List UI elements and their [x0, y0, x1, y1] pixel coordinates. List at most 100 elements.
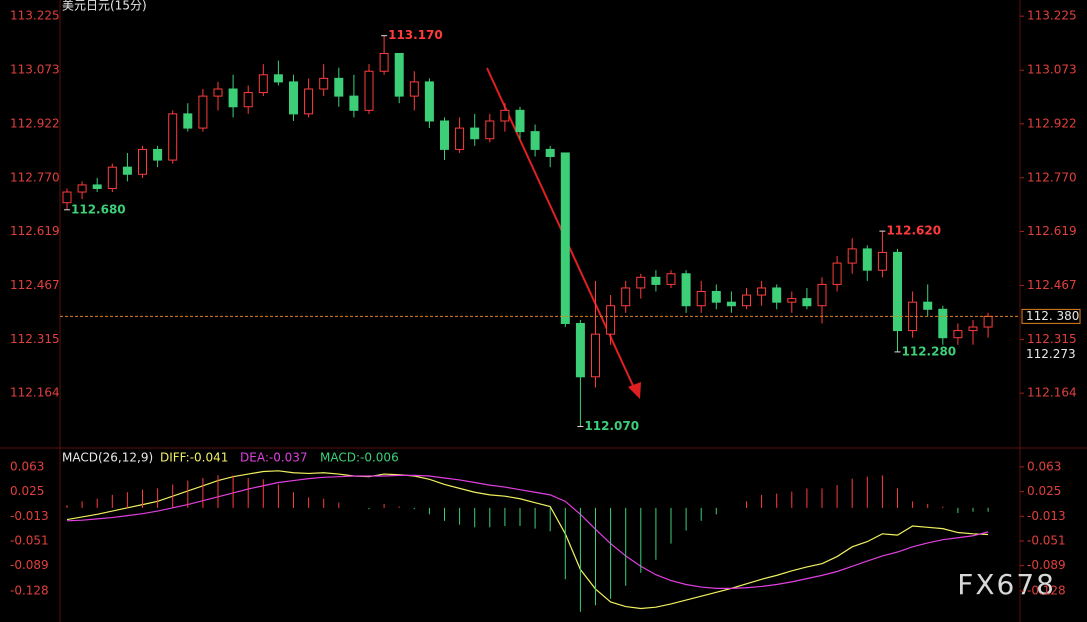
- arrow-head: [628, 382, 641, 399]
- candle-body: [726, 301, 736, 307]
- candle-body: [515, 109, 525, 133]
- candle-body: [62, 191, 72, 204]
- y-tick-label: -0.013: [1027, 509, 1066, 523]
- legend-entry: DIFF:-0.041: [160, 451, 228, 465]
- y-tick-label: -0.089: [1027, 558, 1066, 572]
- candle-body: [334, 77, 344, 97]
- candle-body: [198, 95, 208, 129]
- chart-title: 美元日元(15分): [62, 0, 147, 13]
- y-tick-label: 112.467: [1027, 278, 1077, 292]
- candle-body: [606, 305, 616, 335]
- y-tick-label: 112.164: [1027, 386, 1077, 400]
- candle-body: [228, 88, 238, 108]
- annotation-label: 112.280: [902, 344, 957, 358]
- candle-body: [636, 276, 646, 289]
- y-tick-label: 112.164: [10, 386, 60, 400]
- candle-body: [289, 81, 298, 115]
- annotation-label: 112.680: [71, 202, 126, 216]
- candle-body: [877, 251, 887, 271]
- y-tick-label: 112.619: [10, 224, 60, 238]
- y-tick-label: 113.073: [10, 63, 60, 77]
- candle-body: [742, 294, 751, 307]
- candle-body: [77, 184, 87, 193]
- candle-body: [394, 52, 404, 97]
- candle-body: [711, 291, 721, 303]
- candle-body: [817, 283, 827, 307]
- candle-body: [575, 322, 585, 378]
- y-tick-label: 112.619: [1027, 224, 1077, 238]
- candle-body: [138, 148, 147, 175]
- candle-body: [530, 131, 540, 150]
- candle-body: [591, 333, 600, 378]
- macd-line: [66, 474, 989, 589]
- candle-body: [379, 52, 389, 72]
- candle-body: [802, 298, 812, 307]
- candle-body: [772, 287, 782, 303]
- y-tick-label: 112.922: [10, 116, 60, 130]
- y-tick-label: 112.922: [1027, 116, 1077, 130]
- candle-body: [243, 92, 253, 108]
- candle-body: [183, 113, 193, 129]
- y-tick-label: 0.025: [10, 484, 44, 498]
- candle-body: [304, 88, 314, 115]
- y-tick-label: 112.467: [10, 278, 60, 292]
- candle-body: [832, 262, 842, 285]
- candle-body: [409, 81, 419, 97]
- last-price-box: [1021, 308, 1081, 324]
- candle-body: [893, 251, 902, 332]
- y-tick-label: -0.051: [10, 533, 49, 547]
- y-tick-label: 112.770: [10, 170, 60, 184]
- candle-body: [470, 127, 480, 140]
- candle-body: [787, 298, 797, 303]
- candle-body: [983, 315, 993, 328]
- candle-body: [424, 81, 434, 122]
- legend-entry: MACD:-0.006: [320, 451, 399, 465]
- candle-body: [953, 330, 963, 339]
- candle-body: [319, 77, 329, 90]
- y-tick-label: 112.770: [1027, 170, 1077, 184]
- candle-body: [440, 120, 449, 150]
- legend-entry: DEA:-0.037: [240, 451, 308, 465]
- y-tick-label: 0.063: [1027, 459, 1061, 473]
- y-tick-label: 113.225: [10, 9, 60, 23]
- annotation-label: 112.070: [584, 419, 639, 433]
- last-price-label: 112. 380: [1026, 309, 1079, 323]
- candle-body: [92, 184, 102, 189]
- watermark: FX678: [957, 568, 1056, 601]
- candle-body: [364, 70, 374, 111]
- candle-body: [455, 127, 465, 150]
- annotation-label: 113.170: [388, 28, 443, 42]
- candle-body: [651, 276, 661, 285]
- candle-body: [213, 88, 223, 97]
- y-tick-label: -0.128: [1027, 583, 1066, 597]
- candle-body: [153, 148, 163, 161]
- y-tick-label: 113.073: [1027, 63, 1077, 77]
- candle-body: [485, 120, 495, 140]
- candle-body: [560, 152, 570, 324]
- annotation-label: 112.620: [886, 224, 941, 238]
- candle-body: [621, 287, 631, 307]
- y-tick-label: 0.025: [1027, 484, 1061, 498]
- candle-body: [862, 248, 872, 271]
- candle-body: [122, 166, 132, 175]
- candle-body: [500, 109, 510, 122]
- y-tick-label: 112.315: [1027, 332, 1077, 346]
- candle-body: [847, 248, 857, 264]
- candle-body: [923, 301, 933, 310]
- candle-body: [107, 166, 117, 189]
- candle-body: [681, 273, 691, 307]
- macd-title: MACD(26,12,9): [62, 451, 153, 465]
- y-tick-label: -0.089: [10, 558, 49, 572]
- candle-body: [258, 74, 268, 94]
- ref-level-label: 112.273: [1026, 347, 1076, 361]
- candle-body: [168, 113, 178, 161]
- y-tick-label: -0.013: [10, 509, 49, 523]
- y-tick-label: -0.128: [10, 583, 49, 597]
- candle-body: [273, 74, 283, 83]
- macd-line: [66, 470, 989, 610]
- candle-body: [349, 95, 359, 111]
- candle-body: [696, 291, 706, 307]
- candle-body: [666, 273, 676, 285]
- candle-body: [968, 326, 978, 332]
